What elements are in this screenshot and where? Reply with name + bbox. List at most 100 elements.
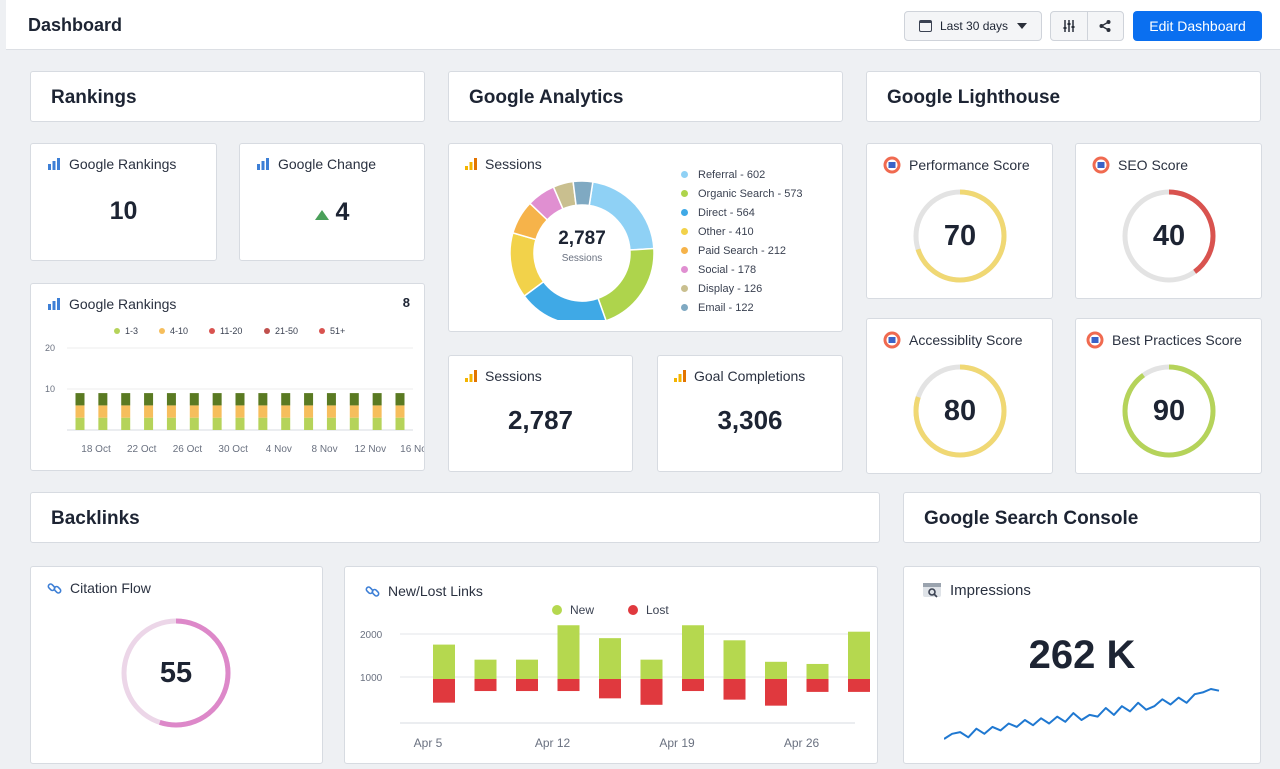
legend-item: Email - 122: [681, 298, 803, 317]
legend-item: Paid Search - 212: [681, 241, 803, 260]
bar-segment: [372, 393, 382, 406]
bar-segment: [281, 393, 291, 406]
bar-segment: [75, 393, 85, 406]
x-tick-label: 8 Nov: [312, 444, 338, 455]
legend-item: Referral - 602: [681, 165, 803, 184]
legend-label: Paid Search - 212: [698, 244, 787, 257]
bar-segment: [326, 393, 336, 406]
x-tick-label: 22 Oct: [127, 444, 157, 455]
legend-swatch: [264, 328, 270, 334]
donut-slice-organic-search: [597, 247, 655, 320]
calendar-icon: [919, 20, 932, 32]
widget-title: Google Rankings: [69, 156, 177, 172]
sessions-widget[interactable]: Sessions 2,787: [448, 355, 633, 472]
analytics-icon: [465, 158, 477, 170]
legend-label: 51+: [330, 326, 345, 336]
bar-lost: [640, 679, 663, 705]
impressions-widget[interactable]: Impressions 262 K: [903, 566, 1261, 764]
lighthouse-icon: [1092, 156, 1110, 174]
search-console-icon: [922, 581, 942, 599]
citation-flow-widget[interactable]: Citation Flow 55: [30, 566, 323, 764]
best-practices-score-widget[interactable]: Best Practices Score 90: [1075, 318, 1262, 474]
x-tick-label: 4 Nov: [266, 444, 292, 455]
bar-segment: [121, 393, 131, 406]
bar-segment: [212, 417, 222, 430]
widget-title: Best Practices Score: [1112, 332, 1242, 348]
bar-new: [806, 663, 829, 679]
bar-new: [640, 659, 663, 679]
legend-label: 1-3: [125, 326, 138, 336]
performance-score-widget[interactable]: Performance Score 70: [866, 143, 1053, 299]
bar-segment: [121, 405, 131, 418]
date-range-label: Last 30 days: [940, 19, 1009, 33]
impressions-value: 262 K: [1028, 633, 1136, 677]
google-rankings-value: 10: [109, 197, 138, 225]
legend-label: Social - 178: [698, 263, 757, 276]
bar-chart-icon: [47, 298, 61, 310]
donut-total: 2,787: [558, 228, 606, 249]
google-rankings-chart-widget[interactable]: Google Rankings 8 1-3 4-10 11-20 21-50 51+ 10…: [30, 283, 425, 471]
legend-label: New: [570, 603, 594, 617]
legend-swatch: [681, 171, 688, 178]
impressions-line: [944, 688, 1220, 740]
google-change-widget[interactable]: Google Change 4: [239, 143, 425, 261]
bar-new: [557, 625, 580, 679]
performance-gauge: 70: [902, 186, 1018, 286]
new-lost-links-widget[interactable]: New/Lost Links New Lost 1000 2000 Apr 5 Apr 1…: [344, 566, 878, 764]
citation-flow-gauge: 55: [113, 617, 239, 729]
section-title: Backlinks: [51, 508, 140, 529]
bar-new: [474, 659, 497, 679]
x-tick-label: 16 Nov: [400, 444, 424, 455]
sessions-value: 2,787: [507, 405, 574, 435]
bar-segment: [144, 405, 154, 418]
bar-new: [433, 644, 455, 679]
bar-segment: [144, 417, 154, 430]
legend-label: Display - 126: [698, 282, 763, 295]
sessions-donut-widget[interactable]: Sessions 2,787 Sessions Referral - 602 Or…: [448, 143, 843, 332]
widget-title: New/Lost Links: [388, 583, 483, 599]
widget-title: Google Change: [278, 156, 377, 172]
goal-completions-widget[interactable]: Goal Completions 3,306: [657, 355, 843, 472]
edit-dashboard-button[interactable]: Edit Dashboard: [1133, 11, 1262, 41]
link-icon: [47, 581, 62, 596]
legend-swatch: [681, 266, 688, 273]
link-icon: [365, 584, 380, 599]
accessibility-score-widget[interactable]: Accessiblity Score 80: [866, 318, 1053, 474]
bar-lost: [682, 679, 704, 692]
section-title: Google Lighthouse: [887, 87, 1061, 108]
best-practices-gauge: 90: [1111, 361, 1227, 461]
x-tick-label: Apr 19: [659, 736, 695, 750]
seo-score-widget[interactable]: SEO Score 40: [1075, 143, 1262, 299]
bar-segment: [121, 417, 131, 430]
google-rankings-widget[interactable]: Google Rankings 10: [30, 143, 217, 261]
bar-segment: [189, 417, 199, 430]
widget-title: Goal Completions: [694, 368, 806, 384]
bar-segment: [326, 417, 336, 430]
rankings-bar-chart: 1-3 4-10 11-20 21-50 51+ 10 20 18 Oct 22 Oct 26 O…: [45, 326, 424, 455]
bar-segment: [166, 417, 176, 430]
bar-segment: [349, 417, 359, 430]
bar-segment: [166, 393, 176, 406]
donut-slice-email: [572, 180, 594, 207]
legend-swatch: [628, 605, 638, 615]
google-change-value: 4: [335, 198, 350, 226]
top-bar: Dashboard Last 30 days Ed: [6, 0, 1280, 50]
bar-segment: [189, 405, 199, 418]
share-button[interactable]: [1086, 12, 1124, 40]
bar-segment: [212, 405, 222, 418]
bar-segment: [349, 393, 359, 406]
new-lost-links-chart: New Lost 1000 2000 Apr 5 Apr 12 Apr 19 Apr 26: [360, 603, 870, 750]
x-tick-label: Apr 5: [414, 736, 443, 750]
backlinks-section-header: Backlinks: [30, 492, 880, 543]
filter-button[interactable]: [1051, 12, 1087, 40]
bar-lost: [557, 679, 580, 692]
legend-label: 11-20: [220, 326, 242, 336]
widget-title: Google Rankings: [69, 296, 177, 312]
lighthouse-section-header: Google Lighthouse: [866, 71, 1261, 122]
best-practices-score-value: 90: [1152, 394, 1186, 427]
widget-title: Impressions: [950, 581, 1031, 599]
x-tick-label: Apr 26: [784, 736, 820, 750]
legend-label: Lost: [646, 603, 669, 617]
bar-segment: [235, 417, 245, 430]
date-range-dropdown[interactable]: Last 30 days: [904, 11, 1042, 41]
